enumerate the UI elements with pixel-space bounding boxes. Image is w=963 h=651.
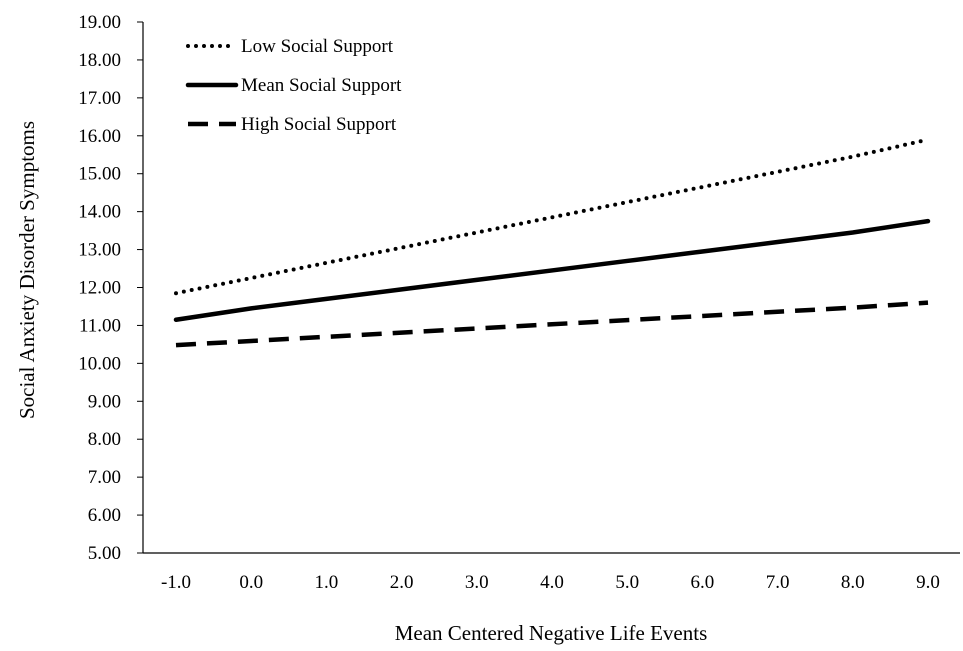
x-tick-label: 5.0 bbox=[615, 572, 639, 593]
legend: Low Social Support Mean Social Support Hig… bbox=[185, 36, 402, 135]
x-tick-label: 6.0 bbox=[691, 572, 715, 593]
y-tick-label: 18.00 bbox=[78, 50, 121, 71]
x-tick-label: 8.0 bbox=[841, 572, 865, 593]
y-axis-title: Social Anxiety Disorder Symptoms bbox=[15, 121, 39, 419]
y-tick-label: 6.00 bbox=[88, 505, 121, 526]
y-tick-label: 7.00 bbox=[88, 467, 121, 488]
series-line-dotted bbox=[174, 137, 930, 296]
x-tick-label: 1.0 bbox=[315, 572, 339, 593]
y-tick-label: 13.00 bbox=[78, 240, 121, 261]
x-tick-label: 0.0 bbox=[239, 572, 263, 593]
y-tick-label: 16.00 bbox=[78, 126, 121, 147]
y-tick-label: 5.00 bbox=[88, 543, 121, 564]
y-tick-label: 12.00 bbox=[78, 278, 121, 299]
x-tick-label: 4.0 bbox=[540, 572, 564, 593]
y-tick-label: 9.00 bbox=[88, 391, 121, 412]
y-tick-label: 14.00 bbox=[78, 202, 121, 223]
series-line-solid bbox=[173, 218, 931, 322]
x-tick-label: -1.0 bbox=[161, 572, 191, 593]
y-tick-label: 11.00 bbox=[79, 315, 121, 336]
y-tick-label: 15.00 bbox=[78, 164, 121, 185]
y-tick-label: 10.00 bbox=[78, 353, 121, 374]
x-tick-label: 7.0 bbox=[766, 572, 790, 593]
legend-label: High Social Support bbox=[241, 114, 397, 135]
series-line-dashed bbox=[175, 300, 929, 348]
y-tick-label: 19.00 bbox=[78, 12, 121, 33]
x-tick-label: 2.0 bbox=[390, 572, 414, 593]
y-tick-label: 17.00 bbox=[78, 88, 121, 109]
x-axis-ticks: -1.0 0.0 1.0 2.0 3.0 4.0 5.0 6.0 7.0 8.0 9.0 bbox=[161, 572, 940, 593]
y-axis-ticks: 5.00 6.00 7.00 8.00 9.00 10.00 11.00 12.00 13.00… bbox=[78, 12, 143, 564]
legend-label: Low Social Support bbox=[241, 36, 394, 57]
legend-label: Mean Social Support bbox=[241, 75, 402, 96]
x-tick-label: 3.0 bbox=[465, 572, 489, 593]
x-axis-title: Mean Centered Negative Life Events bbox=[395, 621, 708, 645]
y-tick-label: 8.00 bbox=[88, 429, 121, 450]
axes bbox=[142, 22, 960, 554]
x-tick-label: 9.0 bbox=[916, 572, 940, 593]
series-lines bbox=[173, 137, 931, 348]
